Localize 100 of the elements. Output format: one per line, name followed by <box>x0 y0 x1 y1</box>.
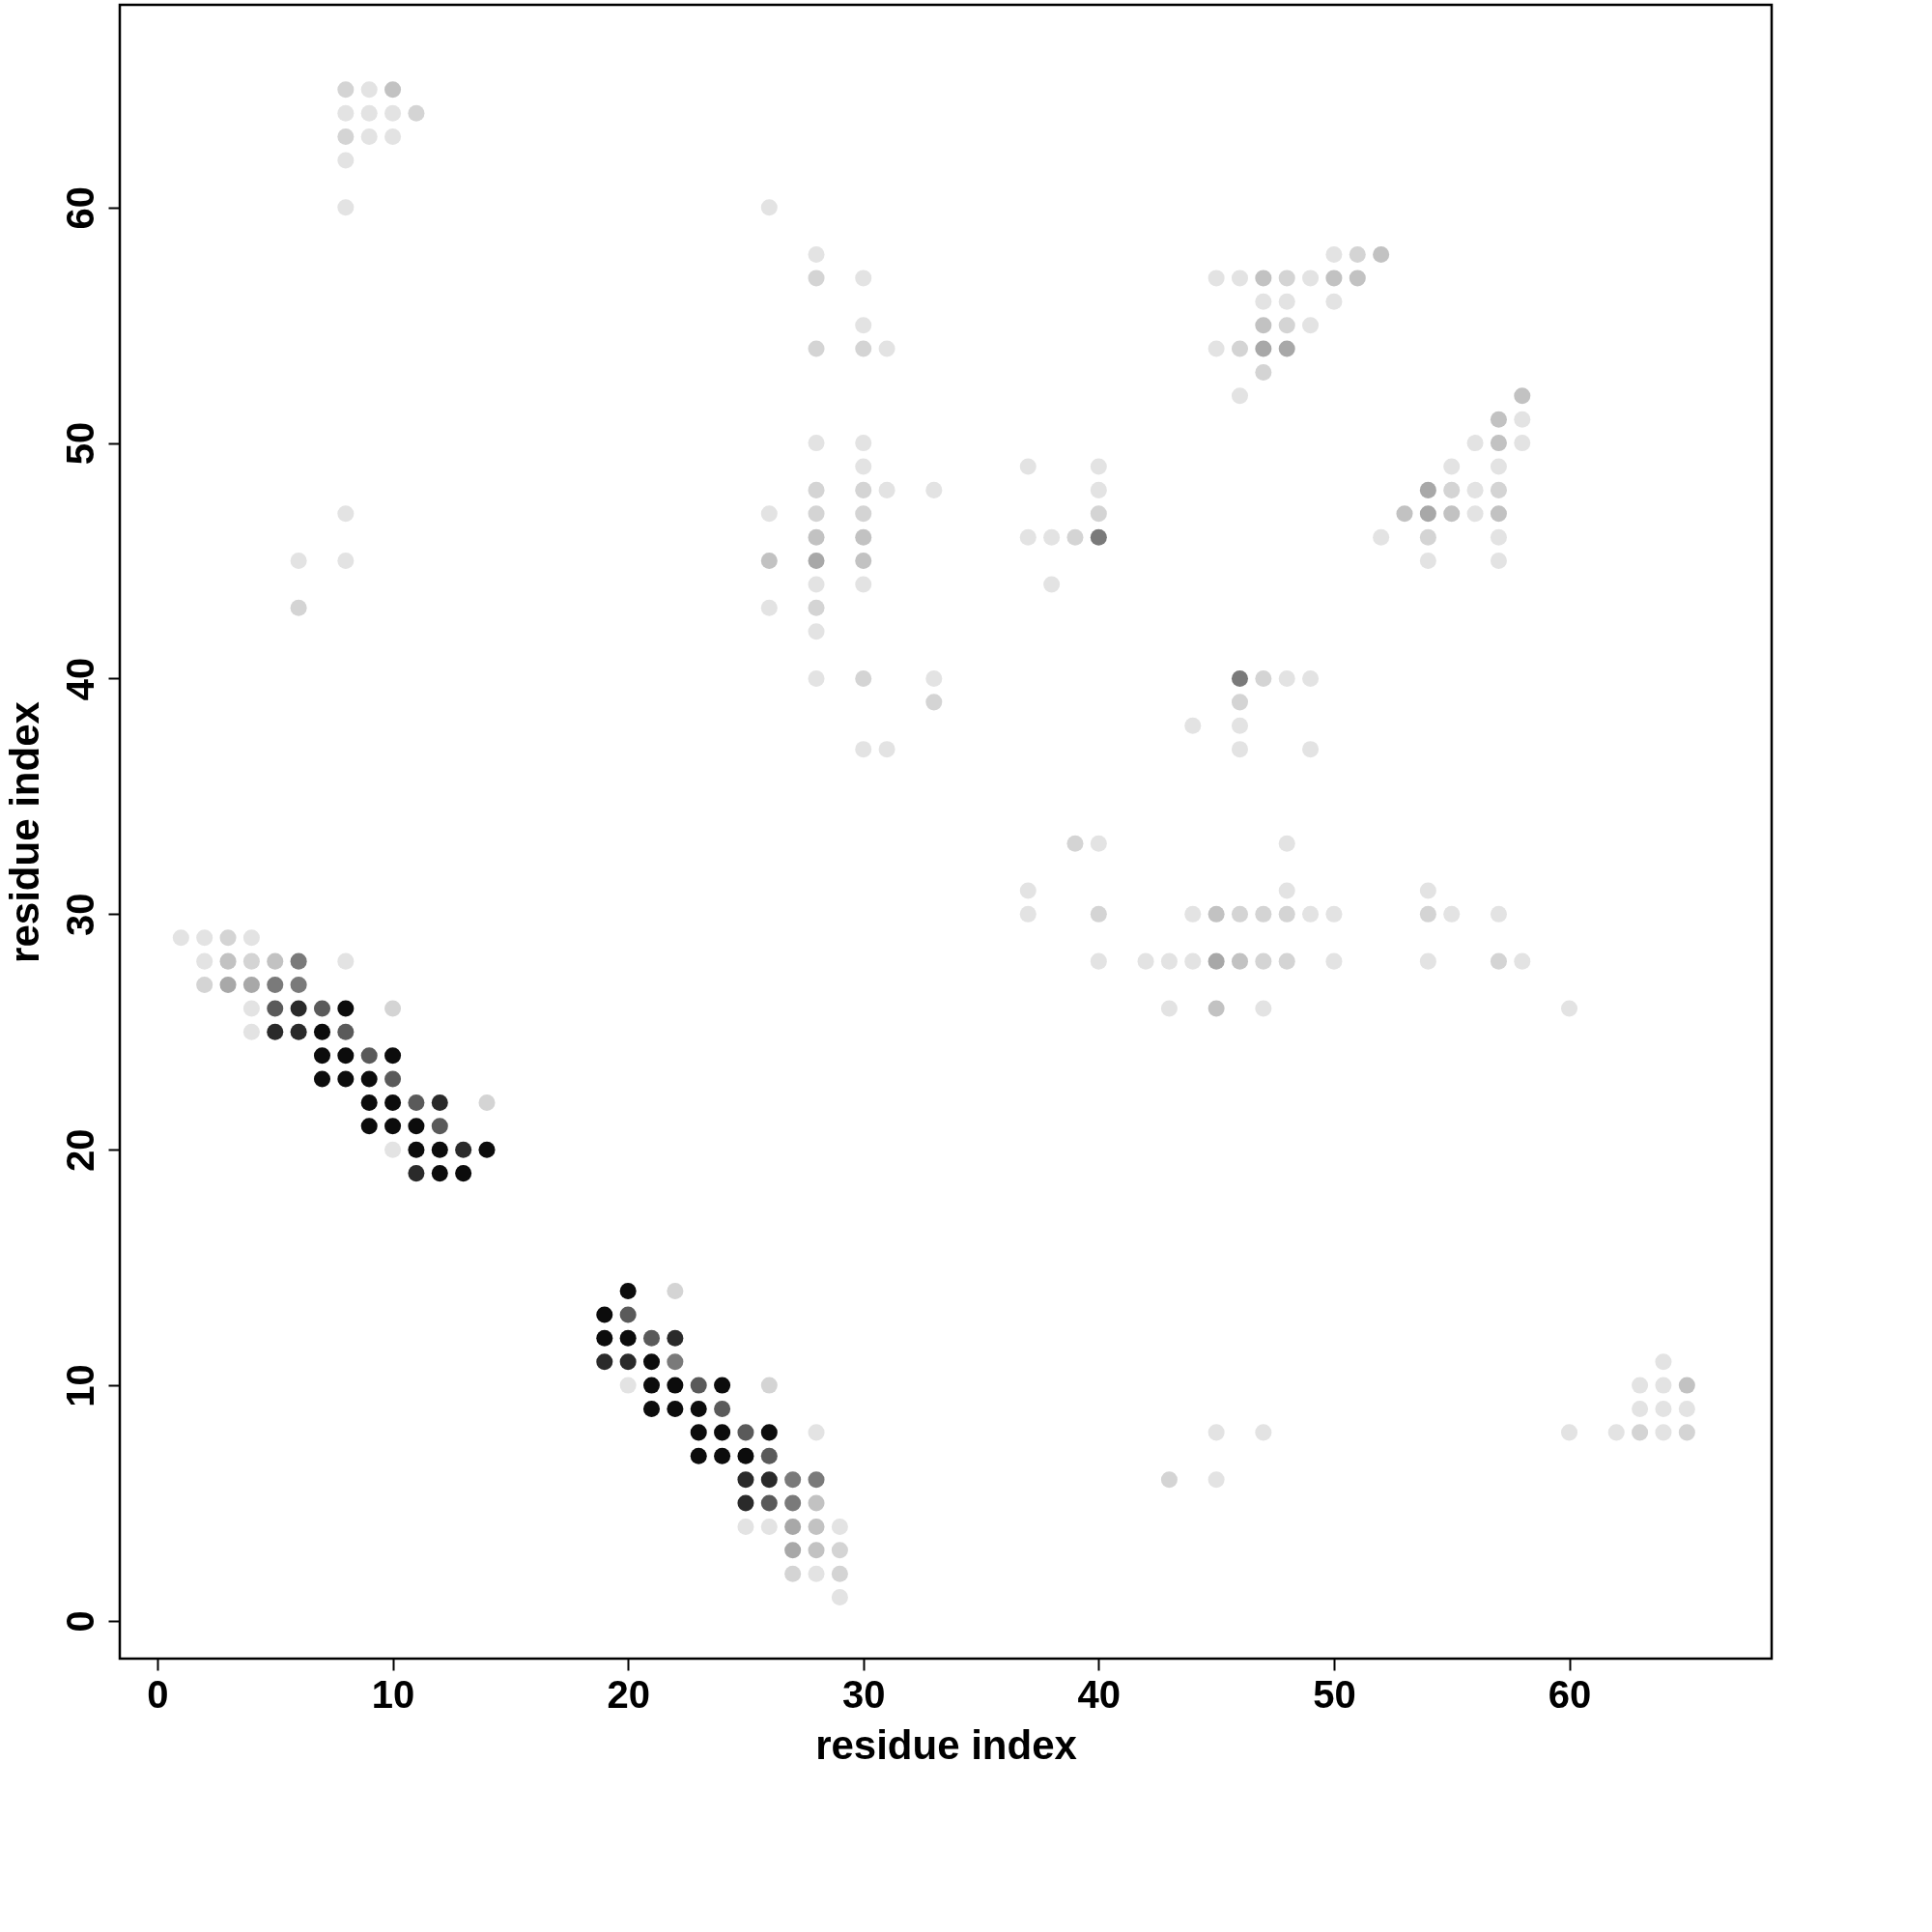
point <box>1490 952 1507 970</box>
point <box>242 952 260 970</box>
point <box>831 1542 848 1559</box>
point <box>1231 694 1248 711</box>
point <box>267 1000 284 1017</box>
point <box>808 505 825 523</box>
point <box>808 1471 825 1489</box>
point <box>384 1047 402 1065</box>
point <box>1090 505 1107 523</box>
point <box>1255 669 1272 687</box>
point <box>714 1400 731 1417</box>
point <box>760 1424 778 1441</box>
y-axis-title: residue index <box>1 700 47 963</box>
point <box>337 1070 355 1088</box>
point <box>1278 270 1295 287</box>
point <box>219 929 237 947</box>
point <box>855 340 872 357</box>
point <box>643 1353 661 1371</box>
point <box>737 1424 754 1441</box>
point <box>360 1047 378 1065</box>
point <box>408 1141 425 1158</box>
point <box>313 1023 330 1040</box>
point <box>1255 905 1272 923</box>
point <box>690 1377 707 1394</box>
point <box>667 1283 684 1300</box>
point <box>384 1118 402 1135</box>
point <box>1066 528 1084 546</box>
point <box>1514 387 1531 405</box>
point <box>1255 317 1272 334</box>
point <box>1396 505 1413 523</box>
point <box>714 1377 731 1394</box>
y-tick-label: 10 <box>58 1364 101 1407</box>
point <box>619 1353 637 1371</box>
point <box>1373 246 1390 264</box>
point <box>737 1447 754 1464</box>
point <box>596 1306 613 1323</box>
point <box>1678 1377 1695 1394</box>
point <box>1490 411 1507 428</box>
point <box>760 1494 778 1512</box>
point <box>1231 905 1248 923</box>
point <box>1231 669 1248 687</box>
x-tick-label: 30 <box>841 1672 886 1716</box>
y-tick-label: 60 <box>58 185 101 230</box>
point <box>1419 505 1436 523</box>
point <box>855 528 872 546</box>
y-tick-label: 0 <box>58 1610 101 1633</box>
point <box>1255 952 1272 970</box>
y-tick-label: 20 <box>58 1128 101 1172</box>
x-axis-title: residue index <box>815 1721 1078 1768</box>
point <box>690 1400 707 1417</box>
x-tick-label: 0 <box>147 1672 169 1716</box>
point <box>1278 340 1295 357</box>
point <box>1255 340 1272 357</box>
point <box>1090 905 1107 923</box>
point <box>337 128 355 146</box>
point <box>784 1494 802 1512</box>
point <box>1066 835 1084 852</box>
point <box>196 977 213 994</box>
point <box>831 1565 848 1582</box>
point <box>1231 952 1248 970</box>
point <box>478 1094 496 1111</box>
point <box>1278 317 1295 334</box>
point <box>1419 481 1436 498</box>
point <box>619 1283 637 1300</box>
point <box>1678 1424 1695 1441</box>
point <box>667 1377 684 1394</box>
point <box>408 1165 425 1182</box>
point <box>1490 505 1507 523</box>
point <box>313 1047 330 1065</box>
point <box>855 505 872 523</box>
x-tick-label: 20 <box>607 1672 650 1716</box>
point <box>667 1353 684 1371</box>
point <box>384 1094 402 1111</box>
point <box>290 977 307 994</box>
point <box>808 599 825 616</box>
point <box>1255 363 1272 381</box>
point <box>737 1471 754 1489</box>
point <box>808 340 825 357</box>
point <box>1208 1000 1225 1017</box>
point <box>1231 340 1248 357</box>
point <box>596 1329 613 1347</box>
point <box>384 81 402 99</box>
point <box>313 1070 330 1088</box>
point <box>267 977 284 994</box>
point <box>478 1141 496 1158</box>
point <box>596 1353 613 1371</box>
point <box>1160 1471 1178 1489</box>
point <box>1208 905 1225 923</box>
point <box>1278 905 1295 923</box>
x-tick-label: 60 <box>1548 1672 1592 1716</box>
point <box>808 481 825 498</box>
point <box>1255 270 1272 287</box>
point <box>337 1023 355 1040</box>
point <box>290 1023 307 1040</box>
point <box>242 977 260 994</box>
point <box>360 1070 378 1088</box>
x-tick-label: 50 <box>1313 1672 1356 1716</box>
point <box>431 1094 448 1111</box>
point <box>925 694 943 711</box>
point <box>855 669 872 687</box>
